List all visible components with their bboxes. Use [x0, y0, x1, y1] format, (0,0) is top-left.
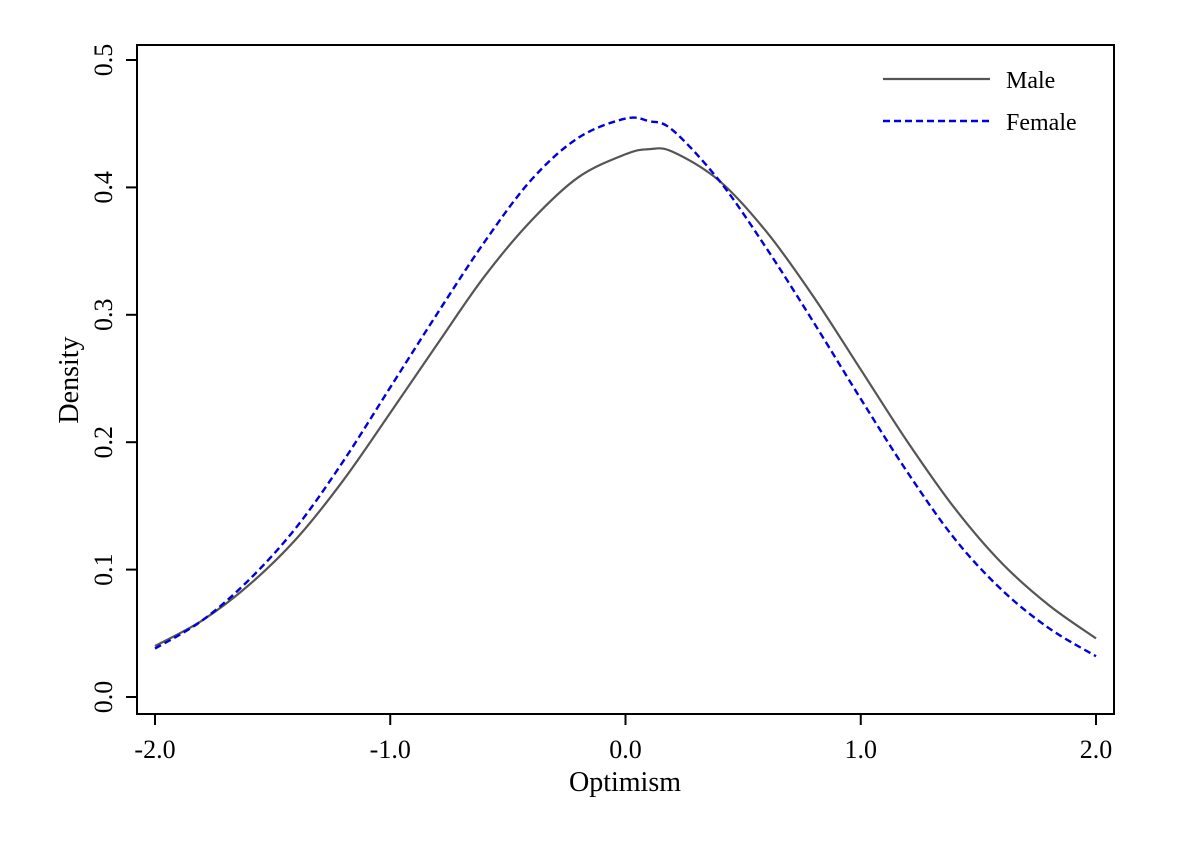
y-tick-label: 0.1 [89, 553, 118, 586]
y-axis: 0.0 0.1 0.2 0.3 0.4 0.5 [89, 44, 137, 714]
x-tick-label: 0.0 [609, 735, 642, 764]
x-axis: -2.0 -1.0 0.0 1.0 2.0 [134, 714, 1112, 764]
y-axis-title: Density [54, 336, 85, 423]
y-tick-label: 0.3 [89, 299, 118, 332]
legend-label-male: Male [1006, 68, 1055, 94]
y-tick-label: 0.5 [89, 44, 118, 77]
y-tick-label: 0.2 [89, 426, 118, 459]
x-tick-label: -1.0 [370, 735, 411, 764]
series-line-male [154, 147, 1097, 648]
legend: Male Female [883, 68, 1077, 136]
y-tick-label: 0.4 [89, 171, 118, 204]
x-axis-title: Optimism [569, 767, 681, 798]
y-tick-label: 0.0 [89, 681, 118, 714]
x-tick-label: 2.0 [1080, 735, 1113, 764]
plot-frame [136, 44, 1115, 715]
legend-label-female: Female [1006, 110, 1077, 136]
x-tick-label: -2.0 [134, 735, 175, 764]
series-line-female [154, 116, 1097, 658]
x-tick-label: 1.0 [845, 735, 878, 764]
series-layer [154, 116, 1097, 658]
